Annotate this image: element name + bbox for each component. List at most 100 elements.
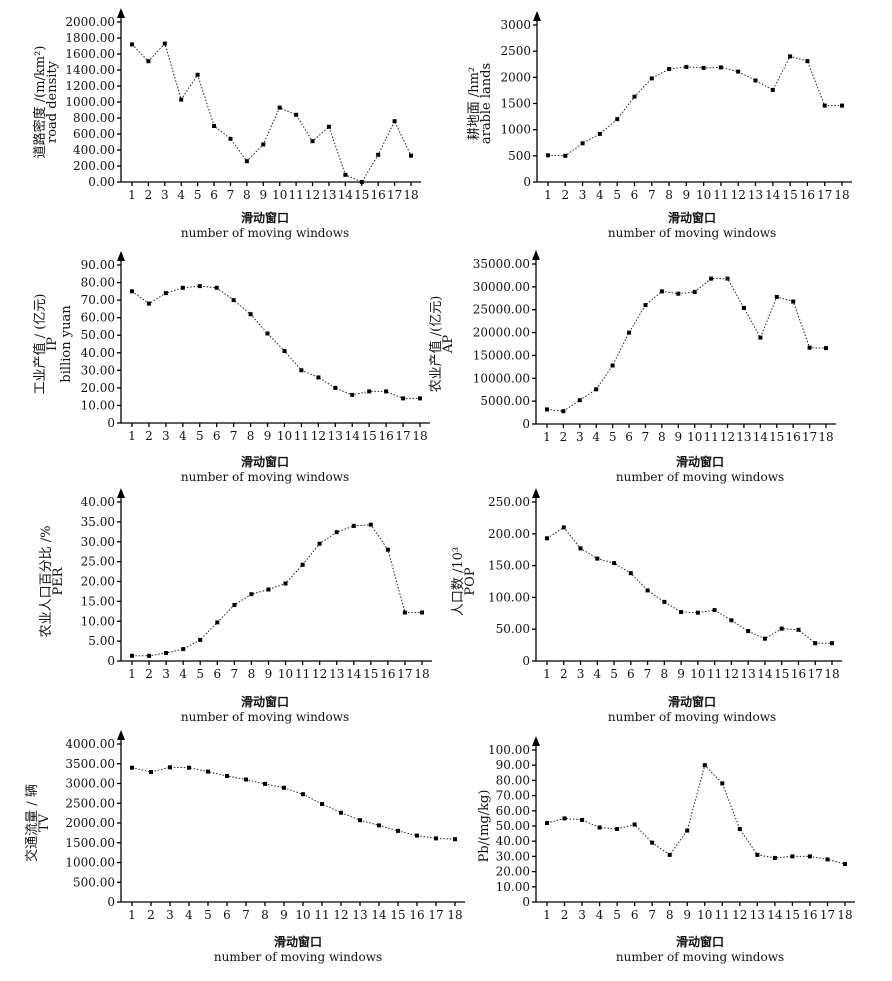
x-tick-label: 1	[128, 667, 136, 681]
y-tick-label: 1500.00	[65, 836, 115, 850]
x-axis-label-en: number of moving windows	[616, 470, 784, 484]
x-tick-label: 13	[328, 429, 343, 443]
x-tick-label: 12	[305, 188, 320, 202]
data-point	[650, 840, 655, 845]
data-point	[597, 825, 602, 830]
y-tick-label: 100.00	[488, 743, 530, 757]
y-tick-label: 5.00	[88, 634, 115, 648]
y-axis-label-en: PER	[51, 566, 66, 595]
x-tick-label: 8	[658, 430, 666, 444]
x-axis-label-cn: 滑动窗口	[241, 454, 289, 469]
x-tick-label: 14	[767, 908, 783, 922]
x-tick-label: 12	[333, 908, 348, 922]
data-point	[310, 139, 315, 144]
y-axis-label-group: 道路密度 /(m/km²)road density	[32, 46, 60, 159]
chart-panel-1: 0.00 200.00 400.00 600.00 800.00 1000.00 1200.…	[32, 8, 421, 240]
x-tick-label: 1	[543, 430, 551, 444]
x-tick-label: 5	[196, 429, 204, 443]
y-axis-label-cn: 人口数 /10³	[451, 547, 466, 616]
x-tick-label: 16	[378, 429, 393, 443]
data-point	[822, 103, 827, 108]
y-tick-label: 100.00	[488, 590, 530, 604]
x-tick-label: 8	[665, 188, 673, 202]
x-tick-label: 16	[371, 188, 386, 202]
x-tick-label: 2	[145, 188, 153, 202]
data-point	[788, 54, 793, 59]
x-tick-label: 7	[230, 429, 238, 443]
x-tick-label: 4	[179, 429, 187, 443]
x-tick-label: 17	[820, 908, 835, 922]
chart-panel-7: 0 500.00 1000.00 1500.00 2000.00 2500.00 3000.…	[24, 730, 465, 964]
data-point	[843, 862, 847, 866]
x-tick-label: 15	[354, 188, 369, 202]
data-point	[225, 774, 229, 778]
y-axis-label-en: AP	[441, 335, 456, 354]
y-tick-label: 0	[522, 417, 530, 431]
x-tick-label: 16	[380, 667, 395, 681]
x-tick-label: 10	[295, 908, 310, 922]
y-tick-label: 10000.00	[473, 371, 530, 385]
x-tick-label: 9	[259, 188, 267, 202]
x-tick-label: 9	[683, 908, 691, 922]
data-point	[195, 72, 200, 77]
series-line	[131, 42, 412, 183]
data-point	[263, 781, 267, 786]
x-tick-label: 12	[732, 908, 747, 922]
y-tick-label: 35000.00	[473, 257, 530, 271]
x-tick-label: 1	[544, 188, 552, 202]
y-tick-label: 15000.00	[473, 348, 530, 362]
data-point	[632, 94, 637, 99]
x-tick-label: 3	[578, 908, 586, 922]
data-point	[206, 769, 210, 774]
data-point	[610, 363, 615, 368]
x-tick-label: 14	[371, 908, 387, 922]
y-axis-label-group: 工业产值 / (亿元)IP billion yuan	[32, 294, 74, 395]
x-tick-label: 4	[596, 188, 604, 202]
data-point	[720, 781, 725, 786]
x-tick-label: 2	[560, 667, 568, 681]
data-point	[580, 817, 585, 822]
x-tick-label: 7	[642, 430, 650, 444]
data-point	[790, 854, 795, 859]
y-axis-arrow	[117, 251, 125, 261]
y-tick-label: 20.00	[496, 865, 530, 879]
data-point	[343, 172, 348, 177]
data-point	[545, 821, 549, 825]
y-axis-label-group: Pb/(mg/kg)	[477, 790, 492, 863]
y-tick-label: 80.00	[496, 773, 530, 787]
data-point	[643, 303, 648, 308]
x-tick-label: 9	[674, 430, 682, 444]
x-tick-label: 17	[387, 188, 402, 202]
series-line	[547, 55, 842, 157]
data-point	[758, 335, 763, 340]
x-tick-label: 16	[409, 908, 424, 922]
x-tick-label: 6	[210, 188, 218, 202]
y-axis-label-en: IP	[45, 337, 60, 351]
data-point	[300, 562, 305, 567]
y-axis-arrow	[532, 736, 540, 746]
data-point	[561, 525, 566, 530]
x-tick-label: 11	[294, 429, 309, 443]
data-point	[627, 330, 632, 335]
data-point	[736, 69, 741, 74]
data-point	[266, 587, 271, 592]
x-tick-label: 16	[786, 430, 801, 444]
y-tick-label: 50.00	[496, 622, 530, 636]
x-tick-label: 14	[757, 667, 773, 681]
y-tick-label: 1000.00	[65, 856, 115, 870]
data-point	[612, 561, 617, 566]
y-axis-label-cn: 农业产值 /(亿元)	[428, 296, 444, 393]
x-tick-label: 1	[543, 908, 551, 922]
y-axis-label-en: POP	[463, 567, 478, 595]
data-point	[667, 67, 672, 71]
y-tick-label: 30000.00	[473, 280, 530, 294]
series-line	[131, 766, 456, 840]
data-point	[702, 763, 707, 768]
x-axis-label-en: number of moving windows	[214, 950, 382, 964]
data-point	[741, 305, 746, 310]
x-tick-label: 11	[288, 188, 303, 202]
data-point	[545, 536, 549, 541]
data-point	[377, 823, 381, 828]
series-line	[132, 524, 422, 657]
